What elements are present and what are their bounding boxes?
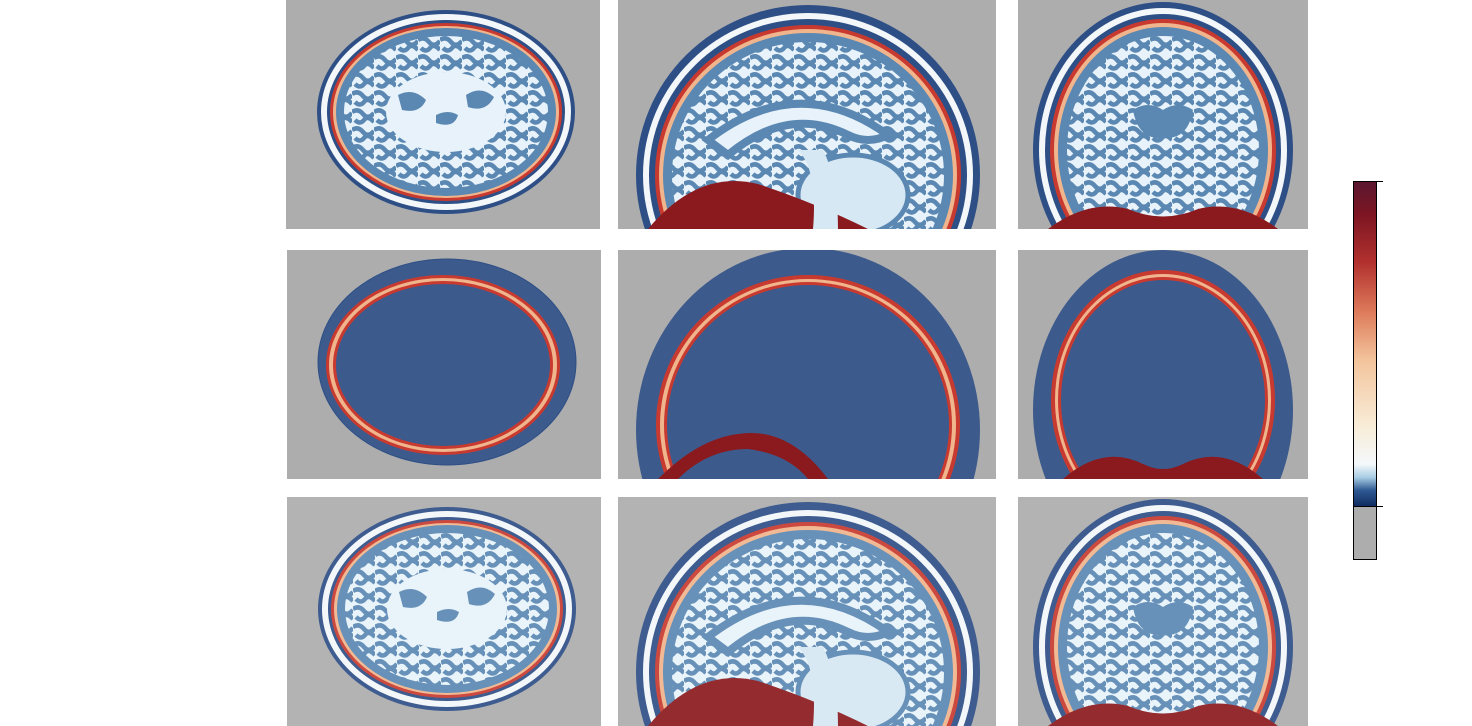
image-axial [287,497,601,726]
mask-axial [287,250,601,479]
image-coronal [1018,497,1308,726]
colorbar-background [1353,506,1377,560]
colorbar [1353,181,1383,560]
colorbar-gradient [1353,181,1377,507]
image-sagittal [618,497,996,726]
segmentation-axial [286,0,600,229]
